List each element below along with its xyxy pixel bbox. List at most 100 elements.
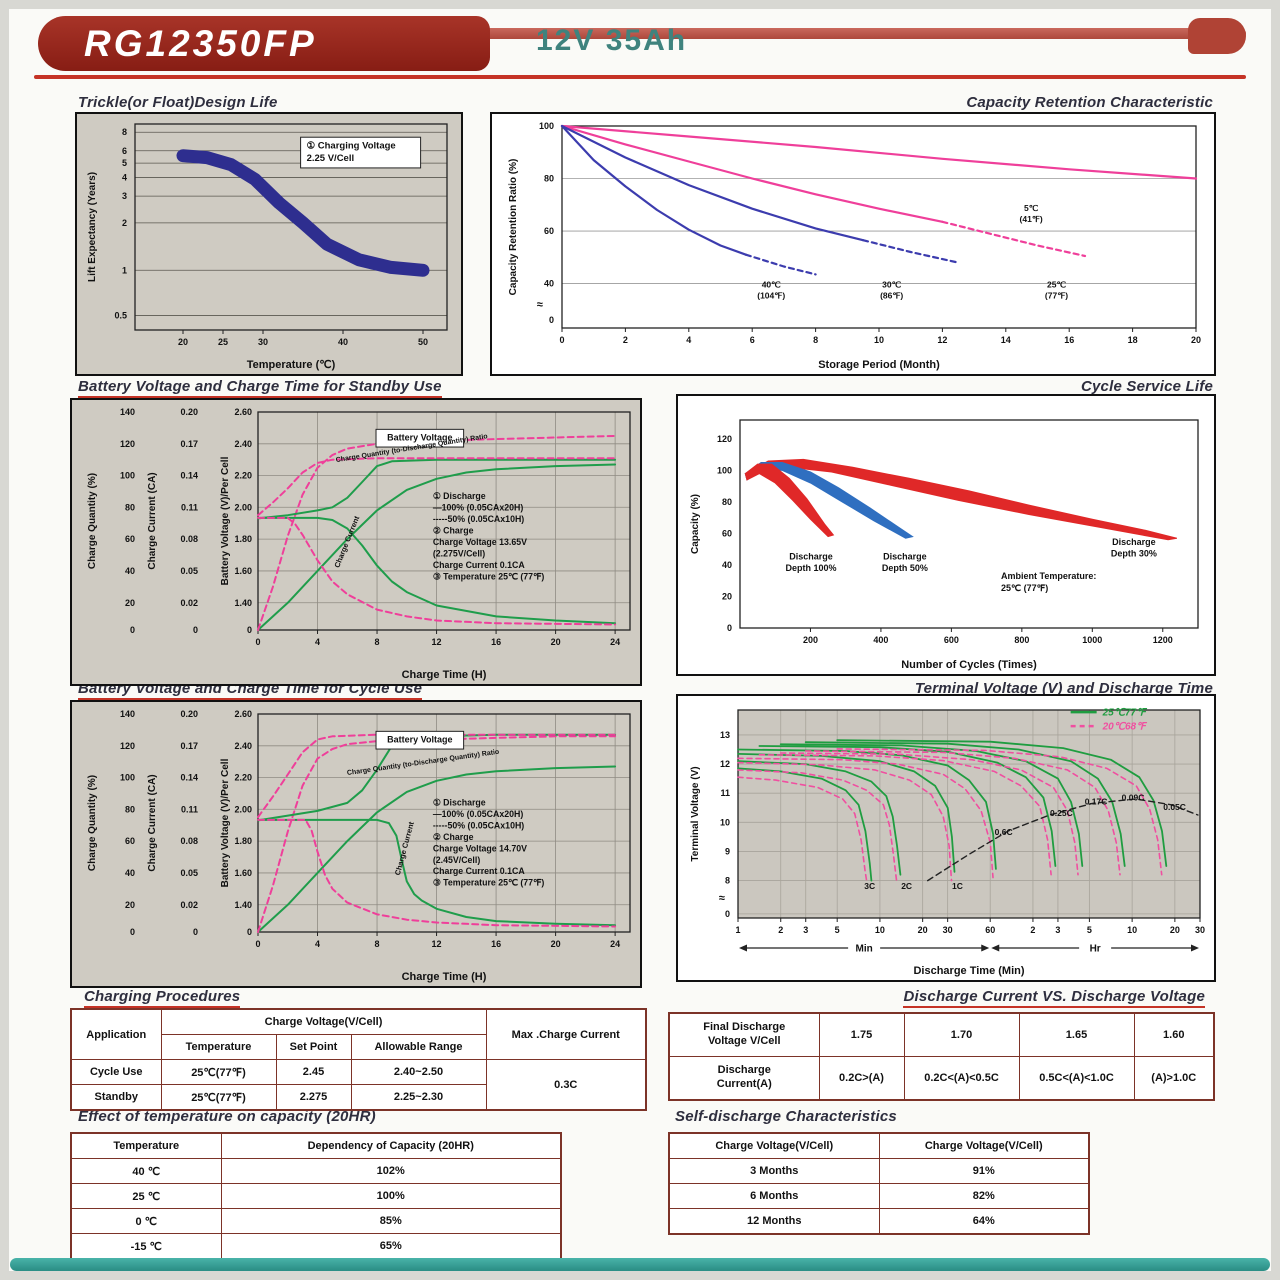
svg-text:0: 0 [727, 623, 732, 633]
svg-text:30℃: 30℃ [882, 280, 901, 290]
header-corner-decoration [1188, 18, 1246, 54]
svg-text:0.02: 0.02 [180, 598, 198, 608]
svg-text:0.11: 0.11 [181, 502, 198, 512]
svg-text:20: 20 [551, 939, 561, 949]
svg-text:③ Temperature 25℃ (77℉): ③ Temperature 25℃ (77℉) [433, 571, 545, 581]
svg-text:Charge Time (H): Charge Time (H) [402, 669, 487, 681]
cell: Dependency of Capacity (20HR) [220, 1132, 562, 1159]
svg-text:0.02: 0.02 [180, 900, 198, 910]
section-title-standby: Battery Voltage and Charge Time for Stan… [78, 378, 442, 398]
model-banner: RG12350FP [38, 16, 490, 71]
model-number: RG12350FP [84, 22, 317, 64]
cell: 102% [220, 1158, 562, 1184]
svg-text:13: 13 [720, 730, 730, 740]
svg-text:0.05: 0.05 [180, 566, 198, 576]
svg-text:10: 10 [1127, 925, 1137, 935]
svg-text:0.5: 0.5 [114, 311, 127, 321]
cell: Temperature [70, 1132, 222, 1159]
svg-text:40: 40 [722, 560, 732, 570]
svg-text:25℃: 25℃ [1047, 280, 1066, 290]
svg-text:2.00: 2.00 [234, 804, 252, 814]
svg-text:25℃ (77℉): 25℃ (77℉) [1001, 583, 1048, 593]
section-title-charging-procedures: Charging Procedures [84, 988, 241, 1008]
svg-text:30: 30 [1195, 925, 1205, 935]
svg-text:0: 0 [130, 625, 135, 635]
svg-text:40: 40 [125, 868, 135, 878]
svg-text:12: 12 [720, 759, 730, 769]
svg-text:2: 2 [122, 218, 127, 228]
cell: Final Discharge Voltage V/Cell [668, 1012, 820, 1057]
svg-text:40: 40 [544, 279, 554, 289]
svg-text:1.80: 1.80 [234, 836, 252, 846]
svg-text:40: 40 [338, 337, 348, 347]
svg-text:(2.45V/Cell): (2.45V/Cell) [433, 855, 480, 865]
svg-text:0.05: 0.05 [180, 868, 198, 878]
section-title-capacity-retention: Capacity Retention Characteristic [966, 94, 1213, 114]
svg-text:0: 0 [255, 939, 260, 949]
svg-text:25: 25 [218, 337, 228, 347]
svg-text:(104℉): (104℉) [757, 291, 785, 301]
svg-text:50: 50 [418, 337, 428, 347]
svg-text:2C: 2C [901, 881, 912, 891]
svg-text:4: 4 [686, 335, 691, 345]
svg-text:0: 0 [247, 927, 252, 937]
chart-cycle-service-life: 200 400 600 800 1000 1200 0 20 40 60 80 100 120 Capac… [676, 394, 1216, 676]
svg-text:Depth 30%: Depth 30% [1111, 549, 1157, 559]
svg-text:≈: ≈ [537, 299, 543, 311]
svg-text:6: 6 [122, 146, 127, 156]
rating-text: 12V 35Ah [536, 24, 688, 57]
footer-bar [10, 1258, 1270, 1271]
cell: 12 Months [668, 1208, 880, 1235]
svg-text:100: 100 [539, 121, 554, 131]
svg-text:0: 0 [247, 625, 252, 635]
svg-text:8: 8 [725, 876, 730, 886]
svg-text:80: 80 [125, 502, 135, 512]
svg-text:16: 16 [491, 939, 501, 949]
svg-text:16: 16 [1064, 335, 1074, 345]
cell: 2.275 [275, 1084, 352, 1111]
svg-text:20: 20 [125, 598, 135, 608]
table-row: 25 ℃ 100% [70, 1183, 562, 1209]
cell: 25℃(77℉) [160, 1059, 277, 1085]
svg-text:Charge Current (CA): Charge Current (CA) [147, 472, 158, 569]
svg-text:60: 60 [125, 836, 135, 846]
svg-text:Discharge: Discharge [789, 551, 833, 561]
svg-text:5: 5 [122, 158, 127, 168]
cell: Charge Voltage(V/Cell) [878, 1132, 1090, 1159]
svg-text:Battery Voltage: Battery Voltage [387, 734, 452, 744]
svg-text:12: 12 [937, 335, 947, 345]
svg-text:40: 40 [125, 566, 135, 576]
svg-text:0: 0 [193, 927, 198, 937]
table-row: Application Charge Voltage(V/Cell) Max .… [70, 1008, 647, 1060]
svg-text:400: 400 [873, 635, 888, 645]
svg-text:8: 8 [375, 939, 380, 949]
svg-text:30: 30 [943, 925, 953, 935]
cell: 91% [878, 1158, 1090, 1184]
svg-text:2: 2 [778, 925, 783, 935]
svg-text:4: 4 [315, 939, 320, 949]
svg-text:600: 600 [944, 635, 959, 645]
svg-text:20℃68℉: 20℃68℉ [1102, 722, 1148, 733]
cell: Standby [70, 1084, 162, 1111]
svg-text:10: 10 [875, 925, 885, 935]
section-title-self-discharge: Self-discharge Characteristics [675, 1108, 897, 1125]
svg-text:Charge Voltage 14.70V: Charge Voltage 14.70V [433, 843, 527, 853]
svg-text:5: 5 [835, 925, 840, 935]
cell: Set Point [275, 1034, 352, 1060]
svg-text:0.08: 0.08 [180, 534, 198, 544]
cell: Max .Charge Current [485, 1008, 647, 1060]
cell: Cycle Use [70, 1059, 162, 1085]
cell: 1.75 [818, 1012, 905, 1057]
svg-text:14: 14 [1001, 335, 1011, 345]
table-row: 12 Months 64% [668, 1208, 1090, 1235]
cell: 6 Months [668, 1183, 880, 1209]
svg-text:Charge Voltage 13.65V: Charge Voltage 13.65V [433, 537, 527, 547]
svg-text:120: 120 [717, 434, 732, 444]
svg-text:Storage Period (Month): Storage Period (Month) [818, 359, 940, 371]
svg-text:11: 11 [720, 788, 730, 798]
header-rule [34, 75, 1246, 79]
svg-text:9: 9 [725, 846, 730, 856]
svg-text:20: 20 [1170, 925, 1180, 935]
svg-text:140: 140 [120, 709, 135, 719]
